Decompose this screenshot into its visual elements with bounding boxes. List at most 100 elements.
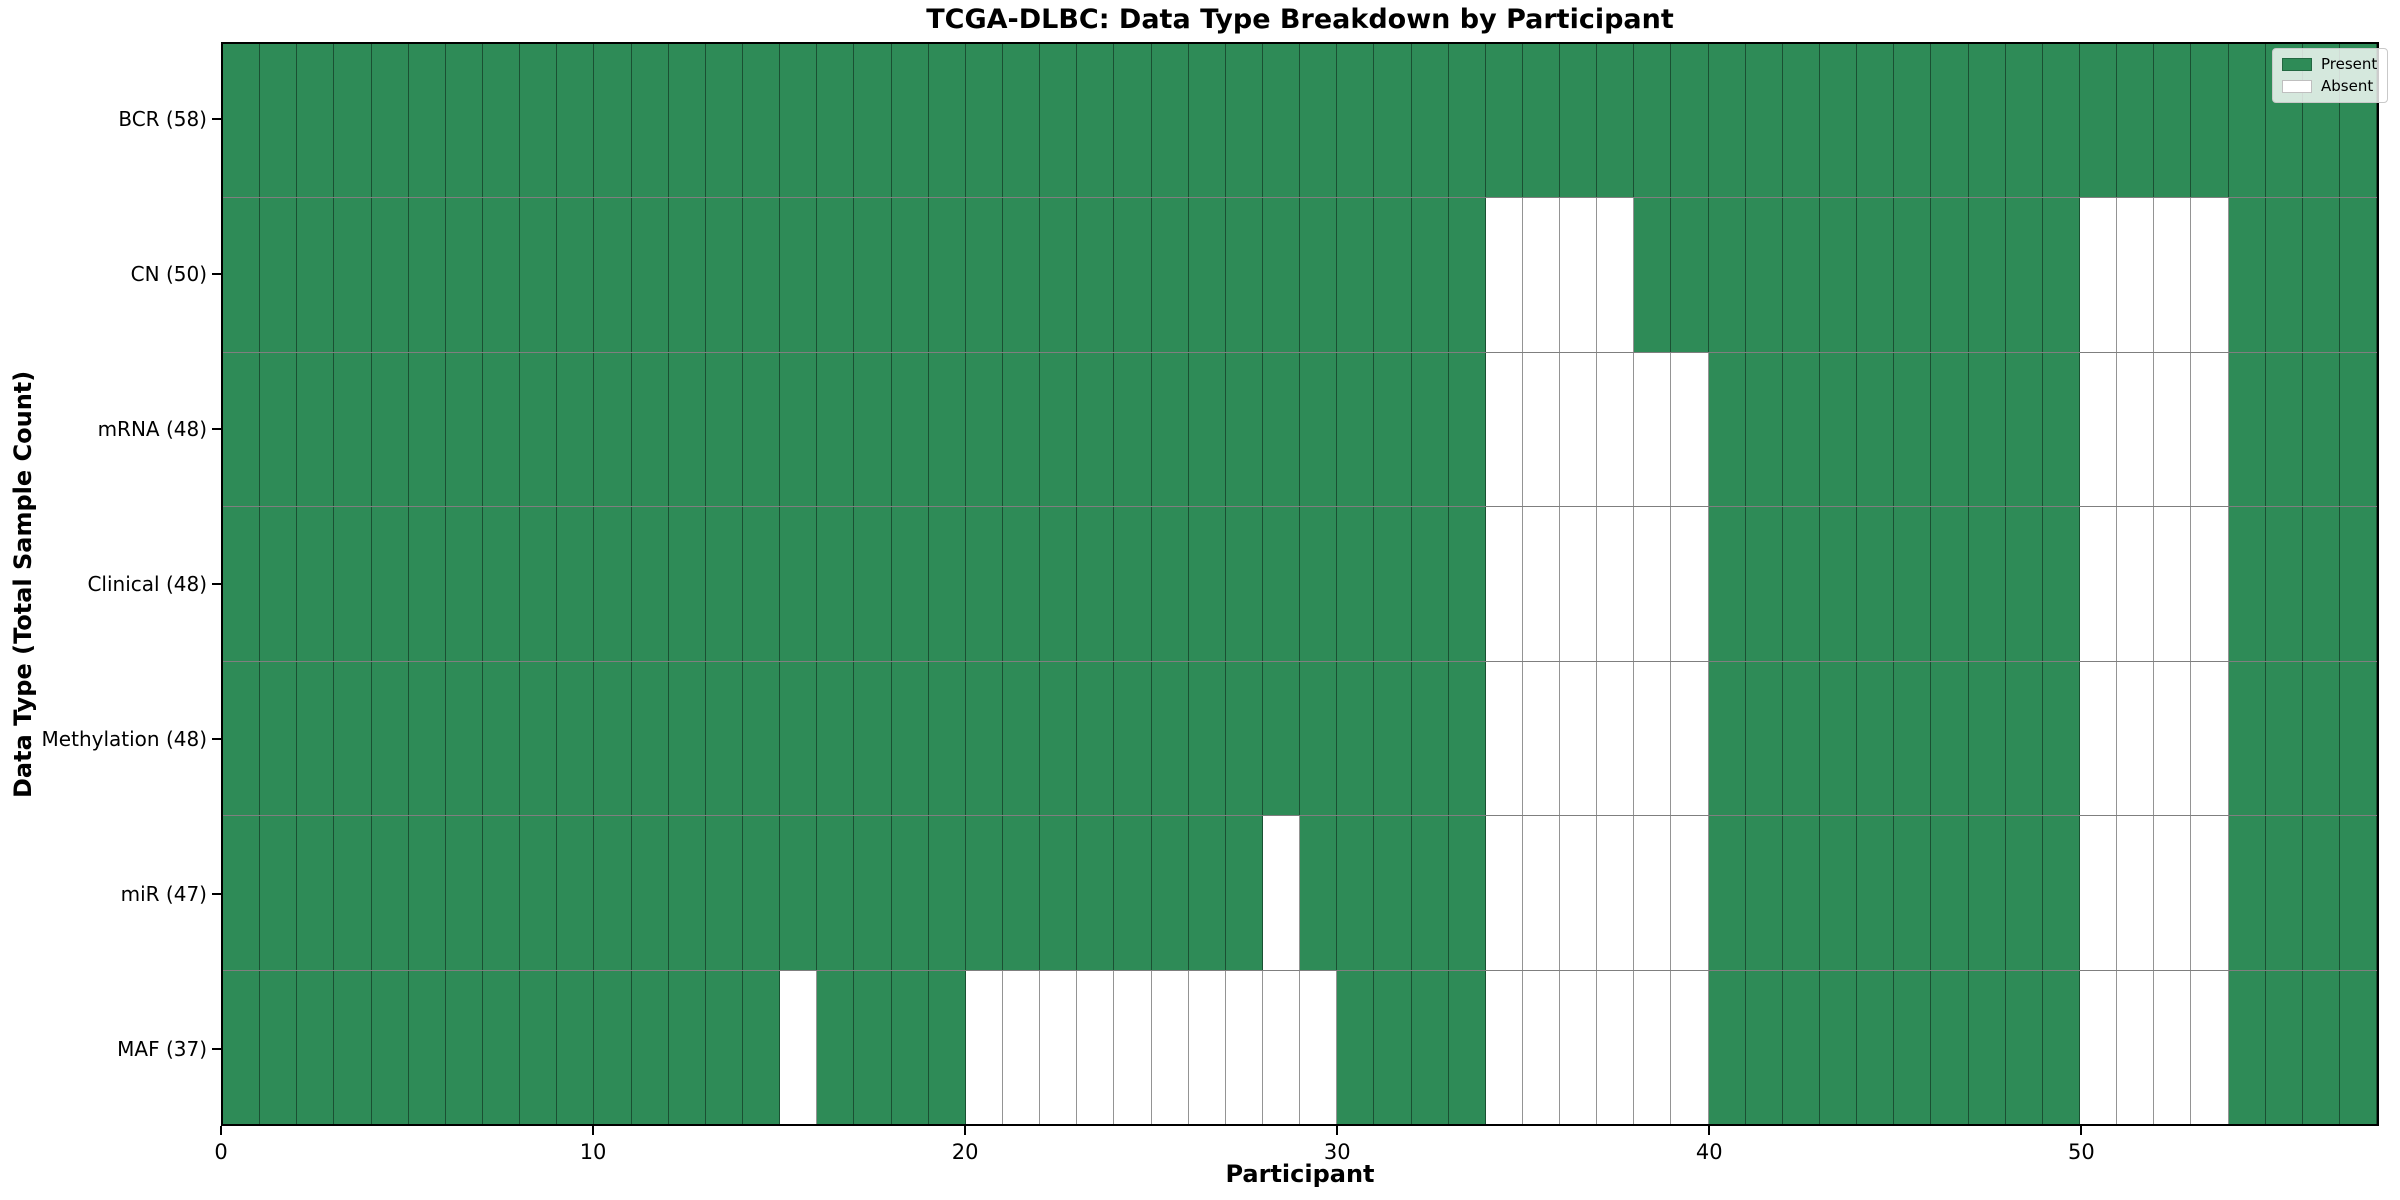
heatmap-cell xyxy=(2080,970,2118,1124)
heatmap-cell xyxy=(1782,198,1821,352)
heatmap-cell xyxy=(1671,816,1709,970)
heatmap-cell xyxy=(1894,816,1932,970)
heatmap-cell xyxy=(594,816,632,970)
x-tick-mark xyxy=(1336,1126,1339,1135)
heatmap-cell xyxy=(1782,352,1821,507)
heatmap-cell xyxy=(1002,198,1041,352)
heatmap-cell xyxy=(2340,970,2378,1124)
x-tick-label: 50 xyxy=(2067,1140,2095,1164)
heatmap-cell xyxy=(1634,44,1672,198)
heatmap-cell xyxy=(408,970,446,1124)
heatmap-cell xyxy=(2302,661,2341,816)
heatmap-cell xyxy=(371,352,409,507)
heatmap-cell xyxy=(2154,816,2192,970)
heatmap-cell xyxy=(2191,970,2229,1124)
heatmap-cell xyxy=(1411,661,1449,816)
heatmap-cell xyxy=(1968,970,2006,1124)
heatmap-cell xyxy=(2340,816,2378,970)
heatmap-cell xyxy=(854,816,892,970)
heatmap-cell xyxy=(1968,44,2006,198)
x-tick-mark xyxy=(964,1126,967,1135)
heatmap-cell xyxy=(854,352,892,507)
heatmap-cell xyxy=(1745,507,1783,661)
heatmap-cell xyxy=(1151,507,1189,661)
heatmap-cell xyxy=(1300,816,1338,970)
heatmap-cell xyxy=(2042,661,2081,816)
heatmap-cell xyxy=(1560,352,1598,507)
heatmap-cell xyxy=(1931,352,1969,507)
heatmap-cell xyxy=(705,970,743,1124)
heatmap-cell xyxy=(705,44,743,198)
heatmap-cell xyxy=(1448,970,1486,1124)
heatmap-cell xyxy=(482,507,521,661)
heatmap-cell xyxy=(1337,352,1375,507)
heatmap-cell xyxy=(297,507,335,661)
heatmap-cell xyxy=(742,816,781,970)
heatmap-cell xyxy=(223,352,261,507)
heatmap-cell xyxy=(780,816,818,970)
heatmap-cell xyxy=(2117,816,2155,970)
heatmap-cell xyxy=(891,198,929,352)
heatmap-cell xyxy=(1040,44,1078,198)
heatmap-cell xyxy=(1894,507,1932,661)
heatmap-cell xyxy=(1634,507,1672,661)
legend-label-present: Present xyxy=(2321,55,2378,73)
heatmap-cell xyxy=(482,44,521,198)
heatmap-cell xyxy=(260,44,298,198)
heatmap-cell xyxy=(1077,816,1115,970)
heatmap-cell xyxy=(1560,507,1598,661)
heatmap-cell xyxy=(1560,44,1598,198)
heatmap-cell xyxy=(2042,198,2081,352)
heatmap-cell xyxy=(557,44,595,198)
y-tick-mark xyxy=(212,737,221,740)
heatmap-cell xyxy=(2117,44,2155,198)
heatmap-cell xyxy=(1077,507,1115,661)
y-tick-mark xyxy=(212,1047,221,1050)
heatmap-cell xyxy=(1411,816,1449,970)
heatmap-cell xyxy=(445,661,483,816)
heatmap-cell xyxy=(1820,970,1858,1124)
heatmap-cell xyxy=(668,970,706,1124)
heatmap-cell xyxy=(1857,352,1895,507)
heatmap-cell xyxy=(1857,507,1895,661)
heatmap-cell xyxy=(297,661,335,816)
heatmap-cell xyxy=(1040,198,1078,352)
heatmap-cell xyxy=(1411,352,1449,507)
heatmap-cell xyxy=(854,44,892,198)
heatmap-cell xyxy=(1708,507,1746,661)
y-tick-label: BCR (58) xyxy=(118,107,207,132)
heatmap-row xyxy=(223,44,2378,198)
heatmap-cell xyxy=(631,44,669,198)
heatmap-cell xyxy=(1114,661,1152,816)
heatmap-cell xyxy=(223,970,261,1124)
heatmap-cell xyxy=(297,816,335,970)
heatmap-row xyxy=(223,969,2378,1124)
heatmap-cell xyxy=(1708,44,1746,198)
heatmap-row xyxy=(223,815,2378,970)
heatmap-cell xyxy=(2154,198,2192,352)
heatmap-cell xyxy=(1894,198,1932,352)
heatmap-cell xyxy=(1448,507,1486,661)
heatmap-cell xyxy=(1522,816,1561,970)
heatmap-plot-area xyxy=(221,42,2379,1126)
heatmap-cell xyxy=(1374,816,1412,970)
y-tick-label: miR (47) xyxy=(120,881,207,906)
heatmap-cell xyxy=(1077,198,1115,352)
heatmap-cell xyxy=(2340,661,2378,816)
heatmap-cell xyxy=(2228,816,2266,970)
heatmap-cell xyxy=(965,198,1003,352)
heatmap-cell xyxy=(482,352,521,507)
heatmap-cell xyxy=(1374,44,1412,198)
heatmap-cell xyxy=(1745,198,1783,352)
heatmap-cell xyxy=(223,507,261,661)
heatmap-cell xyxy=(705,661,743,816)
heatmap-cell xyxy=(631,507,669,661)
heatmap-cell xyxy=(1411,507,1449,661)
heatmap-cell xyxy=(371,661,409,816)
heatmap-cell xyxy=(594,352,632,507)
heatmap-cell xyxy=(1114,352,1152,507)
heatmap-cell xyxy=(2154,507,2192,661)
heatmap-cell xyxy=(817,970,855,1124)
heatmap-cell xyxy=(1225,44,1263,198)
heatmap-cell xyxy=(1188,970,1226,1124)
